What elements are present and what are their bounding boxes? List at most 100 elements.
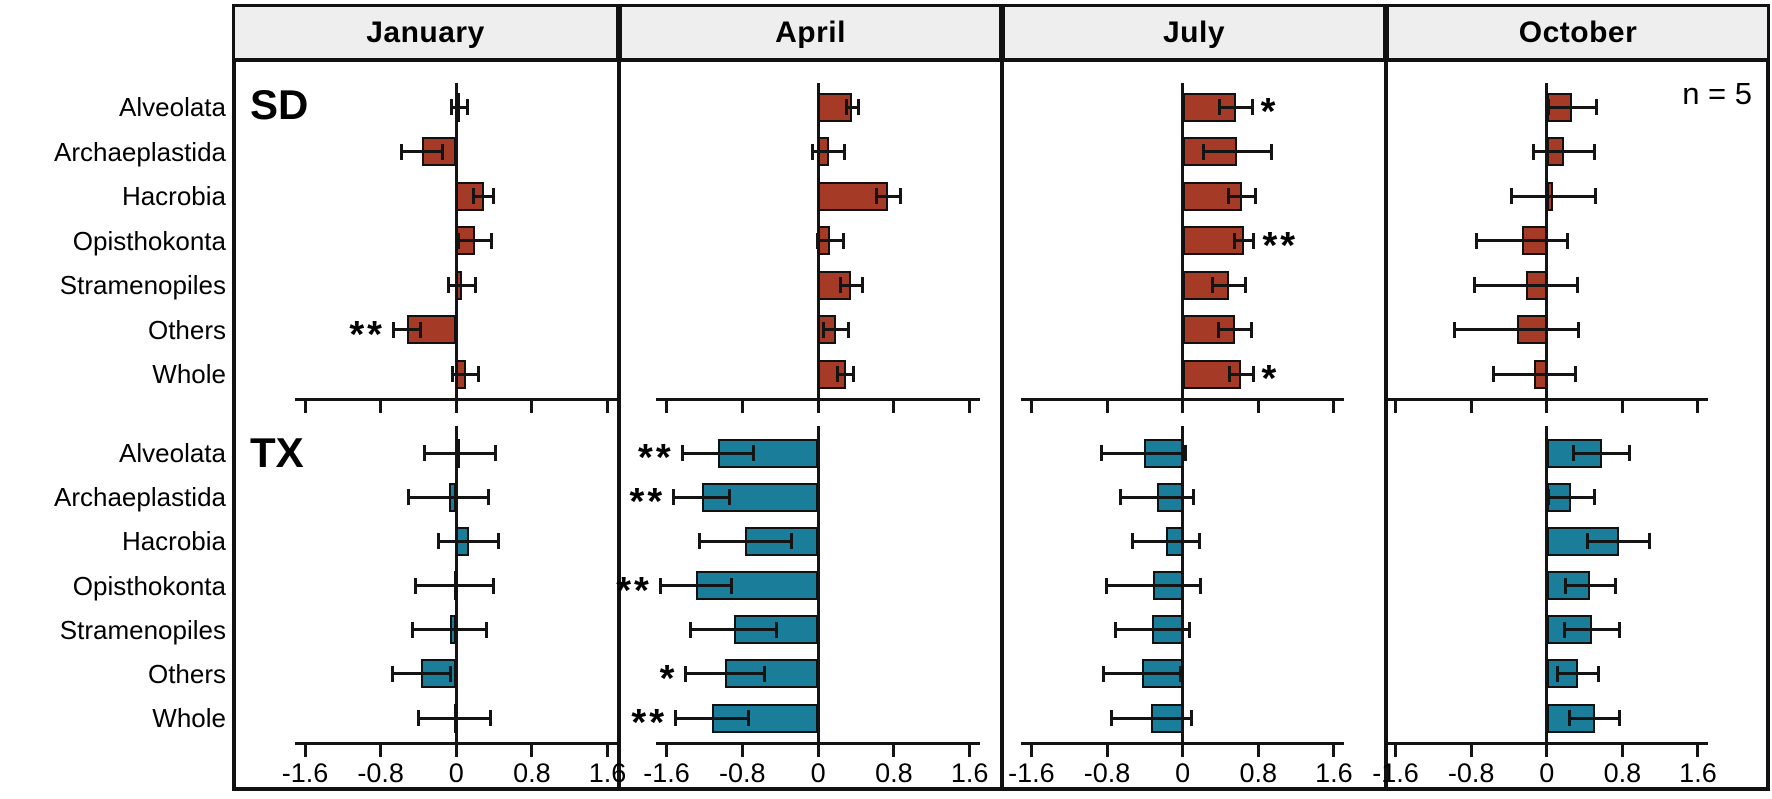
error-bar: [845, 105, 859, 109]
error-bar: [401, 150, 444, 153]
error-bar-cap: [1593, 188, 1597, 204]
error-bar: [839, 283, 863, 287]
error-bar-cap: [1627, 445, 1631, 461]
x-axis-tick: [1696, 744, 1700, 757]
error-bar-cap: [689, 621, 693, 638]
x-tick-label: -0.8: [357, 758, 404, 788]
error-bar: [659, 584, 732, 587]
error-bar: [1569, 716, 1621, 720]
x-tick-label: 0.8: [1603, 758, 1642, 788]
error-bar-cap: [485, 621, 489, 638]
error-bar: [1233, 239, 1255, 242]
error-bar-cap: [684, 665, 688, 682]
error-bar-cap: [697, 533, 701, 550]
x-tick-label: -0.8: [719, 758, 766, 788]
x-axis-tick: [606, 400, 610, 413]
error-bar-cap: [446, 277, 450, 293]
error-bar: [473, 194, 495, 198]
error-bar-cap: [441, 143, 445, 160]
error-bar-cap: [856, 99, 860, 115]
error-bar-cap: [1586, 533, 1590, 550]
error-bar-cap: [674, 710, 677, 727]
column-header-july: July: [1002, 4, 1386, 61]
x-axis-line: [294, 398, 617, 401]
row-label-hacrobia: Hacrobia: [121, 526, 226, 557]
significance-mark: **: [616, 569, 652, 612]
error-bar-cap: [1453, 321, 1457, 338]
x-tick-label: 1.6: [950, 758, 989, 788]
error-bar-cap: [841, 232, 845, 249]
error-bar: [690, 628, 778, 632]
row-label-alveolata: Alveolata: [119, 92, 226, 122]
x-axis-tick: [1545, 744, 1549, 757]
significance-mark: *: [1260, 91, 1279, 133]
x-axis-tick: [1696, 400, 1700, 413]
zero-baseline: [816, 426, 820, 742]
error-bar: [1120, 495, 1194, 499]
error-bar-cap: [1178, 665, 1182, 682]
error-bar-cap: [751, 445, 755, 461]
row-label-stramenopiles: Stramenopiles: [59, 614, 226, 645]
error-bar-cap: [1254, 188, 1258, 204]
error-bar: [1492, 372, 1577, 376]
column-header-label: April: [775, 15, 846, 49]
error-bar-cap: [1184, 445, 1188, 461]
error-bar-cap: [1188, 621, 1192, 638]
error-bar: [675, 716, 749, 720]
error-bar: [1110, 716, 1193, 720]
x-axis-line: [656, 742, 981, 745]
error-bar-cap: [836, 366, 840, 382]
x-axis-line: [1388, 398, 1709, 401]
error-bar-cap: [413, 577, 417, 594]
x-axis-tick: [1105, 744, 1109, 757]
row-label-opisthokonta: Opisthokonta: [72, 570, 226, 601]
x-axis-tick: [530, 744, 534, 757]
error-bar-cap: [496, 533, 500, 550]
x-axis-tick: [740, 400, 744, 413]
error-bar-cap: [490, 232, 494, 249]
x-axis-tick: [740, 744, 744, 757]
error-bar-cap: [821, 321, 825, 338]
error-bar-cap: [658, 577, 662, 594]
error-bar-cap: [457, 232, 461, 249]
error-bar-cap: [1216, 321, 1220, 338]
error-bar: [1473, 283, 1578, 287]
error-bar-cap: [1613, 577, 1617, 594]
x-tick-label: -1.6: [1008, 758, 1055, 788]
error-bar: [698, 539, 792, 543]
x-tick-label: 0: [1175, 758, 1191, 788]
error-bar-cap: [451, 366, 455, 382]
error-bar-cap: [489, 710, 493, 727]
error-bar: [817, 239, 844, 242]
significance-mark: **: [349, 313, 385, 356]
error-bar-cap: [1201, 143, 1205, 160]
x-axis-tick: [1620, 400, 1624, 413]
sample-size-annotation: n = 5: [1682, 76, 1752, 111]
error-bar: [1202, 150, 1273, 153]
x-tick-label: 0.8: [513, 758, 551, 788]
error-bar: [673, 495, 730, 499]
error-bar: [1587, 539, 1650, 543]
error-bar-cap: [727, 489, 731, 506]
error-bar: [447, 283, 477, 287]
error-bar-cap: [493, 445, 497, 461]
column-divider: [1384, 58, 1388, 791]
error-bar-cap: [898, 188, 902, 204]
x-axis-tick: [1620, 744, 1624, 757]
x-axis-tick: [1545, 400, 1549, 413]
error-bar: [1103, 672, 1181, 676]
error-bar-cap: [844, 99, 848, 115]
error-bar-cap: [1647, 533, 1651, 550]
x-axis-tick: [1469, 744, 1473, 757]
error-bar-cap: [1575, 277, 1579, 293]
x-axis-line: [656, 398, 981, 401]
error-bar-cap: [1227, 366, 1231, 382]
error-bar: [685, 672, 765, 676]
x-axis-tick: [816, 744, 820, 757]
x-axis-tick: [1394, 400, 1398, 413]
error-bar: [875, 194, 901, 198]
error-bar-cap: [860, 277, 864, 293]
error-bar-cap: [852, 366, 856, 382]
row-label-whole: Whole: [152, 359, 226, 389]
